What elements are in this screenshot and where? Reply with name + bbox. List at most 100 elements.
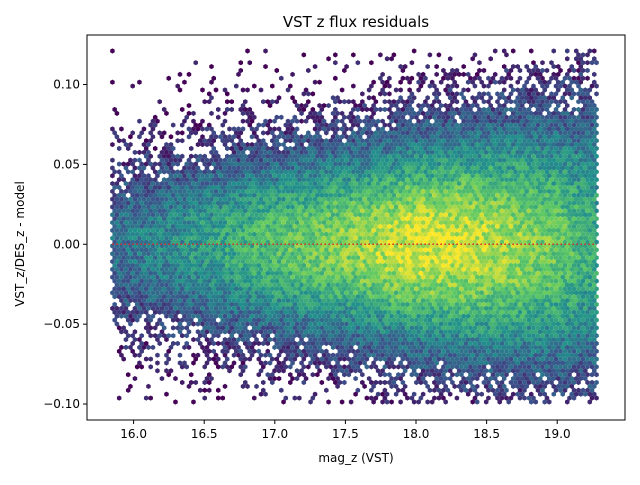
hexbin-cell — [533, 118, 538, 124]
hexbin-cell — [191, 165, 196, 171]
hexbin-cell — [537, 141, 543, 148]
hexbin-cell — [240, 165, 246, 171]
hexbin-cell — [436, 161, 442, 167]
hexbin-cell — [272, 134, 277, 140]
hexbin-cell — [339, 141, 345, 148]
hexbin-cell — [542, 118, 547, 124]
hexbin-cell — [195, 157, 201, 163]
hexbin-cell — [116, 161, 122, 167]
hexbin-cell — [137, 157, 142, 163]
hexbin-cell — [490, 75, 496, 81]
hexbin-cell — [389, 102, 394, 109]
hexbin-cell — [324, 138, 329, 144]
hexbin-cell — [429, 134, 435, 140]
hexbin-cell — [477, 169, 482, 175]
hexbin-cell — [499, 145, 505, 152]
hexbin-cell — [193, 130, 198, 136]
hexbin-cell — [427, 114, 433, 120]
hexbin-cell — [542, 87, 547, 93]
hexbin-cell — [553, 161, 559, 167]
hexbin-cell — [513, 122, 518, 128]
hexbin-cell — [279, 161, 284, 167]
hexbin-cell — [265, 169, 271, 175]
hexbin-cell — [537, 95, 543, 101]
hexbin-cell — [481, 114, 487, 120]
hexbin-cell — [281, 165, 286, 171]
hexbin-cell — [546, 157, 552, 163]
hexbin-cell — [558, 153, 563, 159]
hexbin-cell — [263, 149, 268, 155]
hexbin-cell — [501, 157, 507, 163]
hexbin-cell — [443, 165, 448, 171]
hexbin-cell — [371, 149, 376, 155]
hexbin-cell — [510, 87, 516, 93]
hexbin-cell — [351, 145, 356, 152]
hexbin-cell — [576, 138, 581, 144]
hexbin-cell — [110, 79, 115, 85]
hexbin-cell — [188, 130, 194, 136]
hexbin-cell — [400, 106, 406, 113]
hexbin-cell — [137, 134, 142, 140]
hexbin-cell — [540, 99, 545, 105]
hexbin-cell — [427, 106, 433, 113]
hexbin-cell — [272, 165, 277, 171]
hexbin-cell — [326, 157, 331, 163]
hexbin-cell — [200, 118, 205, 124]
hexbin-cell — [366, 95, 372, 101]
hexbin-cell — [567, 153, 572, 159]
hexbin-cell — [360, 169, 365, 175]
hexbin-cell — [474, 110, 480, 116]
hexbin-cell — [465, 165, 471, 171]
hexbin-cell — [179, 122, 185, 128]
hexbin-cell — [501, 63, 507, 70]
hexbin-cell — [409, 75, 415, 81]
hexbin-cell — [213, 165, 219, 171]
hexbin-cell — [587, 110, 593, 116]
hexbin-cell — [499, 130, 505, 136]
hexbin-cell — [580, 60, 586, 66]
hexbin-cell — [576, 153, 581, 159]
hexbin-cell — [342, 161, 347, 167]
hexbin-cell — [409, 138, 415, 144]
hexbin-cell — [481, 169, 487, 175]
hexbin-cell — [454, 169, 460, 175]
hexbin-cell — [506, 149, 511, 155]
hexbin-cell — [450, 67, 455, 74]
hexbin-cell — [571, 114, 577, 120]
hexbin-cell — [206, 161, 212, 167]
hexbin-cell — [445, 122, 451, 128]
hexbin-cell — [522, 91, 527, 97]
hexbin-cell — [321, 157, 327, 163]
hexbin-cell — [382, 161, 388, 167]
hexbin-cell — [319, 106, 325, 113]
hexbin-cell — [580, 75, 586, 81]
hexbin-cell — [382, 130, 388, 136]
hexbin-cell — [337, 153, 343, 159]
hexbin-cell — [143, 153, 149, 159]
hexbin-cell — [432, 169, 437, 175]
hexbin-cell — [391, 138, 397, 144]
hexbin-cell — [519, 118, 525, 124]
hexbin-cell — [384, 141, 390, 148]
hexbin-cell — [353, 134, 358, 140]
hexbin-cell — [252, 161, 257, 167]
hexbin-cell — [312, 157, 318, 163]
hexbin-cell — [459, 145, 464, 152]
hexbin-cell — [351, 99, 356, 105]
hexbin-cell — [387, 161, 392, 167]
hexbin-cell — [215, 169, 221, 175]
hexbin-cell — [252, 145, 257, 152]
hexbin-cell — [407, 110, 412, 116]
hexbin-cell — [157, 161, 162, 167]
hexbin-cell — [179, 153, 185, 159]
hexbin-cell — [335, 118, 340, 124]
hexbin-cell — [200, 87, 205, 93]
hexbin-cell — [236, 165, 241, 171]
hexbin-cell — [110, 141, 115, 148]
hexbin-cell — [243, 145, 248, 152]
hexbin-cell — [335, 110, 340, 116]
hexbin-cell — [580, 91, 586, 97]
hexbin-cell — [344, 134, 349, 140]
hexbin-cell — [571, 145, 577, 152]
hexbin-cell — [373, 99, 379, 105]
